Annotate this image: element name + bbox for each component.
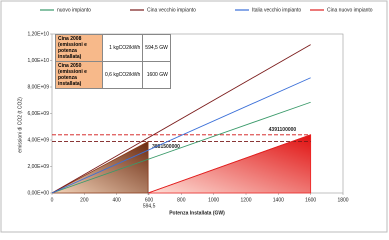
x-tick-label: 1600 bbox=[305, 197, 316, 203]
y-tick-label: 8,00E+09 bbox=[27, 84, 49, 90]
table-cell: Cina 2008 (emissioni e potenza installat… bbox=[55, 34, 103, 62]
table-cell: 1 kgCO2/kWh bbox=[101, 34, 144, 62]
table-row: Cina 2050 (emissioni e potenza installat… bbox=[55, 61, 171, 89]
x-tick-label: 600 bbox=[145, 197, 154, 203]
area-label: 4391100000 bbox=[269, 127, 297, 133]
y-tick-label: 0,00E+00 bbox=[27, 190, 49, 196]
series-line bbox=[51, 101, 311, 194]
legend-label: Cina vecchio impianto bbox=[147, 7, 196, 13]
table-cell: 594,5 GW bbox=[142, 34, 171, 62]
x-tick-label: 1800 bbox=[337, 197, 348, 203]
x-tick-label: 1400 bbox=[273, 197, 284, 203]
x-tick-label: 1200 bbox=[240, 197, 251, 203]
table-cell: 1600 GW bbox=[142, 61, 171, 89]
y-tick-label: 1,20E+10 bbox=[27, 31, 49, 37]
x-tick-label: 800 bbox=[177, 197, 186, 203]
x-tick-label: 400 bbox=[112, 197, 121, 203]
y-tick-label: 6,00E+09 bbox=[27, 111, 49, 117]
table-cell: 0,6 kgCO2/kWh bbox=[101, 61, 144, 89]
y-axis-title: emissioni di CO2 (t CO2) bbox=[17, 97, 23, 153]
area-label: 3881500000 bbox=[152, 144, 180, 150]
y-tick-label: 4,00E+09 bbox=[27, 137, 49, 143]
inset-table: Cina 2008 (emissioni e potenza installat… bbox=[55, 34, 171, 89]
x-tick-label: 0 bbox=[51, 197, 54, 203]
area bbox=[51, 140, 149, 194]
chart-frame: emissioni di CO2 (t CO2) Potenza Install… bbox=[0, 0, 388, 233]
x-axis-title: Potenza Installata (GW) bbox=[169, 210, 225, 216]
legend-label: Italia vecchio impianto bbox=[252, 7, 301, 13]
y-tick-label: 1,00E+10 bbox=[27, 58, 49, 64]
table-row: Cina 2008 (emissioni e potenza installat… bbox=[55, 34, 171, 62]
annotation: 594,5 bbox=[143, 203, 156, 209]
series-line bbox=[147, 134, 311, 194]
table-cell: Cina 2050 (emissioni e potenza installat… bbox=[55, 61, 103, 89]
series-line bbox=[51, 77, 311, 194]
x-tick-label: 200 bbox=[80, 197, 89, 203]
y-tick-label: 2,00E+09 bbox=[27, 164, 49, 170]
series-line bbox=[51, 44, 311, 194]
legend-label: Cina nuovo impianto bbox=[327, 7, 373, 13]
x-tick-label: 1000 bbox=[208, 197, 219, 203]
legend-label: nuovo impianto bbox=[57, 7, 91, 13]
